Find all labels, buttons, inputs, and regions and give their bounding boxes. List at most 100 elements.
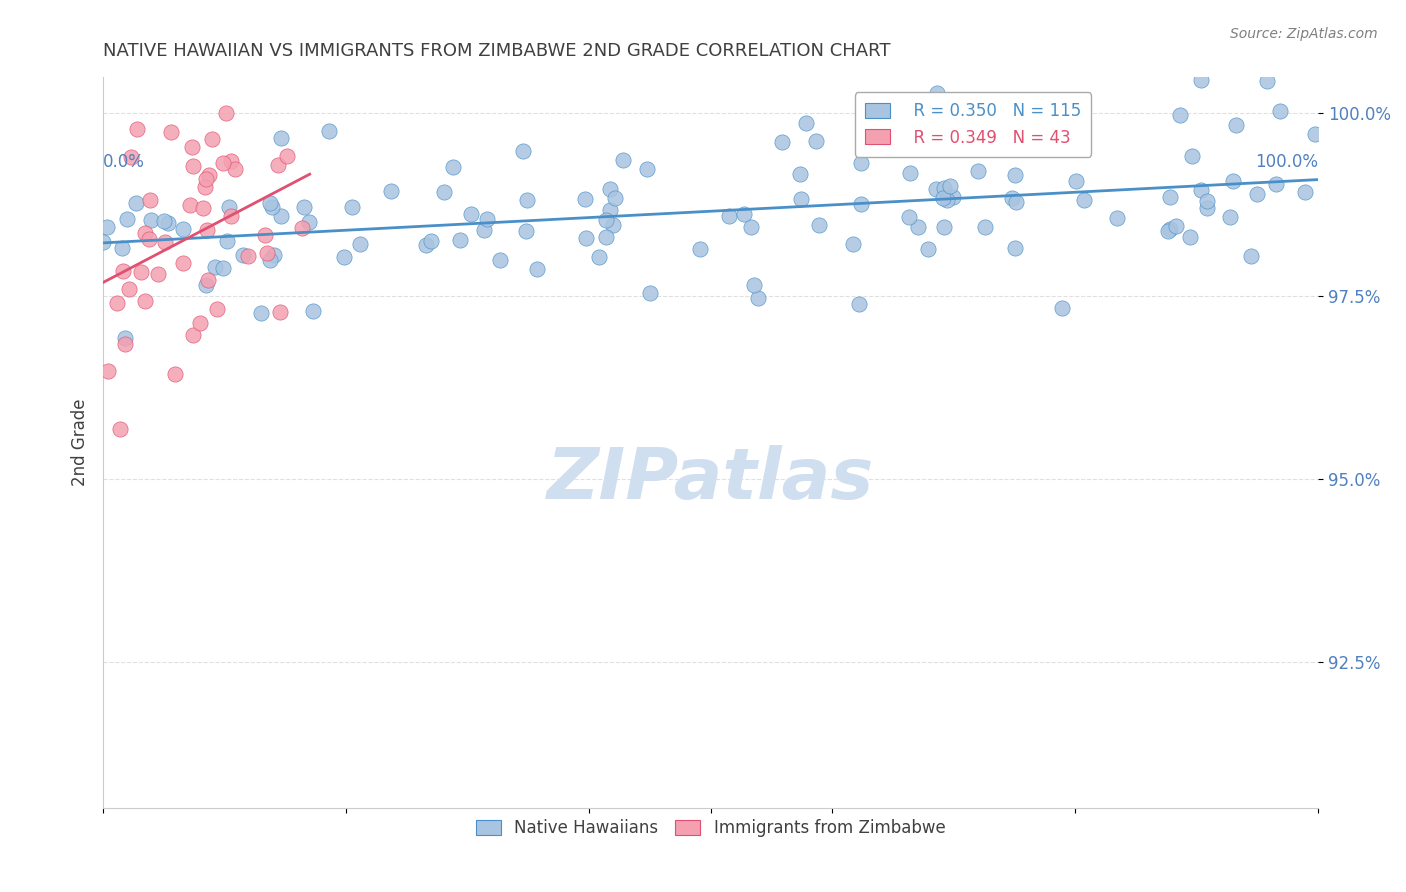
Point [195, 277, 218, 292]
Point [1001, 191, 1024, 205]
Point [1268, 104, 1291, 119]
Point [575, 230, 598, 244]
Point [1219, 211, 1241, 225]
Point [148, 267, 170, 281]
Point [449, 233, 471, 247]
Point [254, 227, 277, 242]
Point [907, 220, 929, 235]
Point [974, 220, 997, 235]
Point [120, 150, 142, 164]
Point [1197, 201, 1219, 215]
Point [197, 273, 219, 287]
Point [717, 209, 740, 223]
Point [156, 216, 179, 230]
Point [291, 220, 314, 235]
Point [236, 248, 259, 262]
Point [1050, 301, 1073, 315]
Point [595, 213, 617, 227]
Text: 100.0%: 100.0% [1256, 153, 1319, 171]
Point [172, 221, 194, 235]
Point [97, 364, 120, 378]
Point [1225, 118, 1247, 132]
Point [108, 422, 131, 436]
Text: Source: ZipAtlas.com: Source: ZipAtlas.com [1230, 27, 1378, 41]
Point [160, 125, 183, 139]
Point [789, 167, 811, 181]
Point [925, 182, 948, 196]
Point [318, 124, 340, 138]
Point [526, 261, 548, 276]
Point [138, 232, 160, 246]
Point [638, 285, 661, 300]
Point [942, 190, 965, 204]
Point [804, 134, 827, 148]
Point [744, 278, 766, 293]
Point [259, 196, 281, 211]
Point [1168, 108, 1191, 122]
Point [224, 161, 246, 176]
Point [472, 223, 495, 237]
Point [114, 337, 136, 351]
Point [179, 198, 201, 212]
Point [512, 144, 534, 158]
Point [105, 295, 128, 310]
Point [935, 193, 957, 207]
Point [1073, 193, 1095, 207]
Point [298, 215, 321, 229]
Point [153, 214, 176, 228]
Point [602, 218, 624, 232]
Point [898, 210, 921, 224]
Point [1181, 149, 1204, 163]
Point [188, 316, 211, 330]
Point [849, 156, 872, 170]
Point [967, 163, 990, 178]
Point [333, 250, 356, 264]
Point [516, 194, 538, 208]
Point [1240, 249, 1263, 263]
Point [269, 304, 291, 318]
Point [927, 87, 949, 101]
Point [1004, 168, 1026, 182]
Point [848, 296, 870, 310]
Point [211, 261, 233, 276]
Legend: Native Hawaiians, Immigrants from Zimbabwe: Native Hawaiians, Immigrants from Zimbab… [470, 813, 952, 844]
Point [139, 193, 162, 207]
Point [91, 235, 114, 250]
Point [1004, 194, 1026, 209]
Point [475, 211, 498, 226]
Point [733, 207, 755, 221]
Point [112, 264, 135, 278]
Point [201, 132, 224, 146]
Point [349, 237, 371, 252]
Point [191, 201, 214, 215]
Point [1197, 194, 1219, 209]
Point [599, 182, 621, 196]
Point [415, 237, 437, 252]
Point [195, 172, 218, 186]
Point [612, 153, 634, 167]
Point [1189, 73, 1212, 87]
Point [636, 161, 658, 176]
Point [939, 178, 962, 193]
Point [221, 209, 243, 223]
Point [1159, 189, 1181, 203]
Point [932, 219, 955, 234]
Point [1189, 183, 1212, 197]
Point [267, 158, 290, 172]
Point [270, 130, 292, 145]
Point [1064, 174, 1087, 188]
Point [934, 181, 956, 195]
Point [599, 202, 621, 217]
Point [1294, 185, 1316, 199]
Point [232, 248, 254, 262]
Point [1166, 219, 1188, 233]
Point [931, 191, 953, 205]
Point [489, 252, 512, 267]
Point [262, 200, 284, 214]
Point [689, 242, 711, 256]
Point [794, 116, 817, 130]
Point [129, 264, 152, 278]
Point [1180, 229, 1202, 244]
Point [111, 241, 134, 255]
Point [96, 219, 118, 234]
